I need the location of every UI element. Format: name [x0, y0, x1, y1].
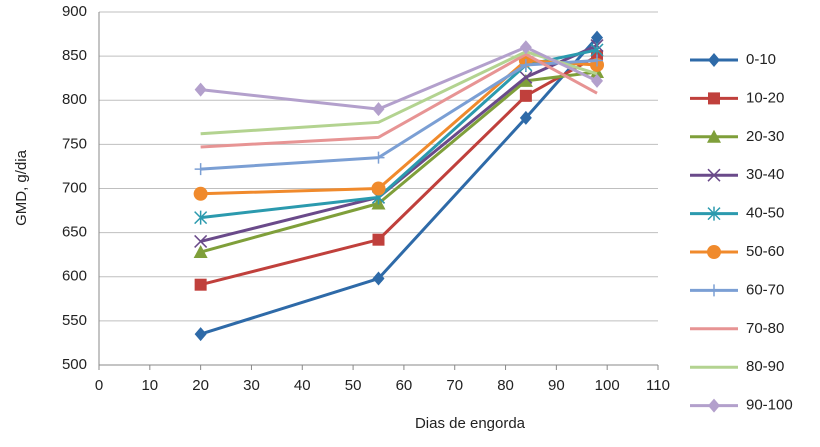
marker — [194, 234, 208, 248]
marker — [372, 233, 385, 246]
x-tick-label: 70 — [446, 377, 463, 394]
marker — [591, 54, 604, 67]
x-axis-label: Dias de engorda — [415, 415, 526, 432]
x-tick-label: 30 — [243, 377, 260, 394]
legend-label: 90-100 — [746, 397, 793, 414]
x-tick-label: 60 — [396, 377, 413, 394]
x-tick-label: 10 — [141, 377, 158, 394]
y-tick-label: 650 — [62, 224, 87, 241]
marker — [519, 58, 532, 71]
marker — [707, 245, 721, 259]
series-line — [200, 70, 598, 254]
y-axis-label: GMD, g/dia — [13, 149, 30, 226]
marker — [372, 151, 385, 164]
marker — [194, 163, 207, 176]
y-tick-label: 550 — [62, 312, 87, 329]
marker — [193, 245, 208, 259]
marker — [591, 30, 604, 45]
marker — [707, 168, 721, 182]
y-tick-label: 750 — [62, 135, 87, 152]
x-tick-label: 110 — [646, 377, 670, 394]
x-tick-label: 20 — [192, 377, 209, 394]
marker — [372, 102, 385, 117]
legend-label: 60-70 — [746, 281, 784, 298]
y-tick-label: 800 — [62, 91, 87, 108]
legend-label: 80-90 — [746, 358, 784, 375]
marker — [591, 73, 604, 88]
marker — [708, 53, 720, 67]
y-tick-label: 900 — [62, 3, 87, 20]
marker — [371, 181, 386, 196]
x-tick-label: 50 — [345, 377, 362, 394]
marker — [707, 206, 721, 221]
legend-label: 0-10 — [746, 51, 776, 68]
marker — [708, 398, 720, 413]
legend-label: 10-20 — [746, 89, 784, 106]
marker — [708, 92, 720, 105]
series-line — [200, 45, 598, 111]
marker — [519, 110, 532, 125]
x-tick-label: 100 — [595, 377, 620, 394]
x-tick-label: 0 — [95, 377, 103, 394]
marker — [708, 284, 720, 297]
y-tick-label: 500 — [62, 356, 87, 373]
series-line — [200, 52, 598, 149]
marker — [193, 186, 208, 201]
legend-label: 50-60 — [746, 243, 784, 260]
marker — [372, 271, 385, 286]
marker — [519, 40, 532, 55]
y-tick-label: 700 — [62, 179, 87, 196]
y-tick-label: 850 — [62, 47, 87, 64]
x-tick-label: 80 — [497, 377, 514, 394]
marker — [707, 129, 721, 143]
legend-label: 70-80 — [746, 320, 784, 337]
marker — [519, 70, 533, 84]
legend-label: 40-50 — [746, 205, 784, 222]
x-tick-label: 90 — [548, 377, 565, 394]
marker — [519, 89, 532, 102]
marker — [518, 73, 533, 87]
series-line — [200, 59, 598, 171]
marker — [194, 327, 207, 342]
series-line — [200, 48, 598, 220]
marker — [194, 278, 207, 291]
marker — [194, 82, 207, 97]
x-tick-label: 40 — [294, 377, 311, 394]
legend-label: 30-40 — [746, 166, 784, 183]
marker — [194, 210, 208, 225]
y-tick-label: 600 — [62, 268, 87, 285]
legend-label: 20-30 — [746, 128, 784, 145]
